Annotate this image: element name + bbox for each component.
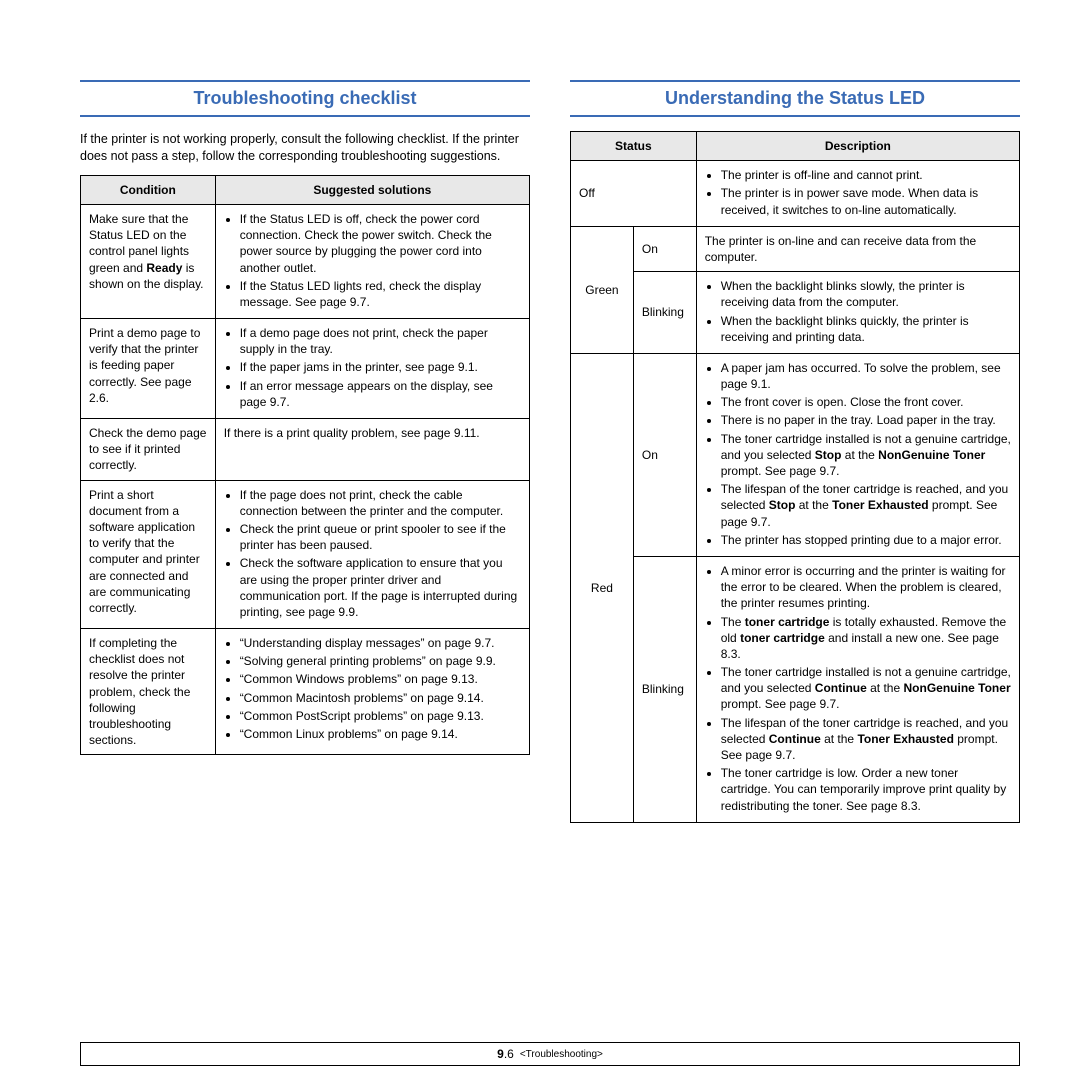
footer-section: <Troubleshooting> xyxy=(520,1049,603,1060)
table-row: Make sure that the Status LED on the con… xyxy=(81,204,530,318)
footer-page-chapter: 9 xyxy=(497,1047,504,1061)
condition-cell: Check the demo page to see if it printed… xyxy=(81,419,216,481)
table-row: Print a short document from a software a… xyxy=(81,480,530,629)
left-column: Troubleshooting checklist If the printer… xyxy=(80,80,530,823)
status-color-cell: Off xyxy=(571,161,697,227)
condition-cell: If completing the checklist does not res… xyxy=(81,629,216,755)
solution-cell: If a demo page does not print, check the… xyxy=(215,319,529,419)
th-solutions: Suggested solutions xyxy=(215,175,529,204)
condition-cell: Print a demo page to verify that the pri… xyxy=(81,319,216,419)
th-condition: Condition xyxy=(81,175,216,204)
left-title: Troubleshooting checklist xyxy=(80,80,530,117)
table-row: Check the demo page to see if it printed… xyxy=(81,419,530,481)
right-title: Understanding the Status LED xyxy=(570,80,1020,117)
description-cell: A minor error is occurring and the print… xyxy=(696,556,1019,822)
right-column: Understanding the Status LED Status Desc… xyxy=(570,80,1020,823)
table-row: BlinkingWhen the backlight blinks slowly… xyxy=(571,272,1020,354)
status-state-cell: Blinking xyxy=(633,556,696,822)
solution-cell: If the Status LED is off, check the powe… xyxy=(215,204,529,318)
status-color-cell: Green xyxy=(571,226,634,353)
description-cell: The printer is on-line and can receive d… xyxy=(696,226,1019,271)
page: Troubleshooting checklist If the printer… xyxy=(0,0,1080,823)
table-row: GreenOnThe printer is on-line and can re… xyxy=(571,226,1020,271)
solution-cell: If there is a print quality problem, see… xyxy=(215,419,529,481)
solution-cell: If the page does not print, check the ca… xyxy=(215,480,529,629)
status-led-table: Status Description OffThe printer is off… xyxy=(570,131,1020,823)
table-row: OffThe printer is off-line and cannot pr… xyxy=(571,161,1020,227)
condition-cell: Make sure that the Status LED on the con… xyxy=(81,204,216,318)
description-cell: The printer is off-line and cannot print… xyxy=(696,161,1019,227)
table-row: Print a demo page to verify that the pri… xyxy=(81,319,530,419)
solution-cell: “Understanding display messages” on page… xyxy=(215,629,529,755)
checklist-table: Condition Suggested solutions Make sure … xyxy=(80,175,530,756)
status-state-cell: On xyxy=(633,353,696,556)
table-row: RedOnA paper jam has occurred. To solve … xyxy=(571,353,1020,556)
left-intro: If the printer is not working properly, … xyxy=(80,131,530,165)
th-status: Status xyxy=(571,132,697,161)
footer-page-num: 6 xyxy=(507,1047,514,1061)
table-row: If completing the checklist does not res… xyxy=(81,629,530,755)
table-row: BlinkingA minor error is occurring and t… xyxy=(571,556,1020,822)
status-state-cell: On xyxy=(633,226,696,271)
status-color-cell: Red xyxy=(571,353,634,822)
page-footer: 9.6 <Troubleshooting> xyxy=(80,1042,1020,1066)
th-description: Description xyxy=(696,132,1019,161)
description-cell: A paper jam has occurred. To solve the p… xyxy=(696,353,1019,556)
condition-cell: Print a short document from a software a… xyxy=(81,480,216,629)
status-state-cell: Blinking xyxy=(633,272,696,354)
description-cell: When the backlight blinks slowly, the pr… xyxy=(696,272,1019,354)
